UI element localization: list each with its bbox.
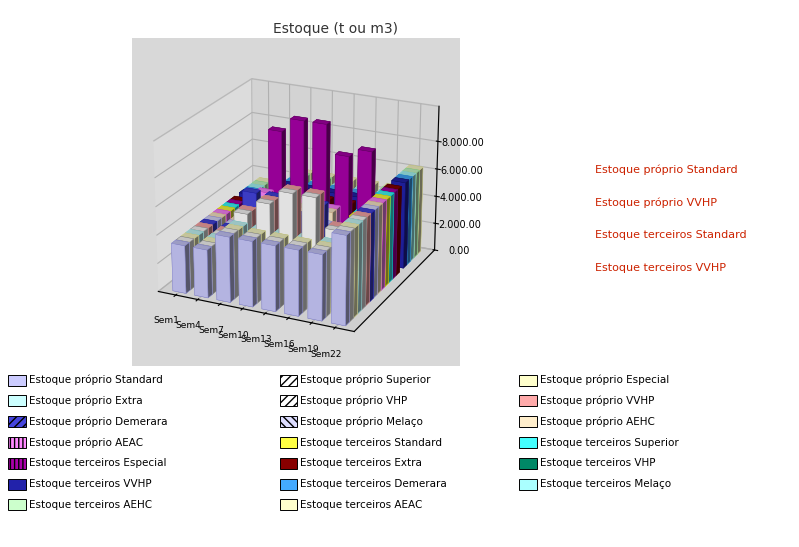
Text: Estoque próprio Standard: Estoque próprio Standard xyxy=(29,375,162,386)
Text: Estoque próprio AEAC: Estoque próprio AEAC xyxy=(29,437,143,448)
Text: Estoque terceiros Superior: Estoque terceiros Superior xyxy=(540,438,679,447)
Text: Estoque terceiros Especial: Estoque terceiros Especial xyxy=(29,458,166,468)
Text: Estoque terceiros Demerara: Estoque terceiros Demerara xyxy=(300,479,447,489)
Text: Estoque próprio Especial: Estoque próprio Especial xyxy=(540,375,670,386)
Text: Estoque terceiros AEHC: Estoque terceiros AEHC xyxy=(29,500,152,510)
Text: Estoque próprio Demerara: Estoque próprio Demerara xyxy=(29,416,167,427)
Text: Estoque terceiros Extra: Estoque terceiros Extra xyxy=(300,458,423,468)
Text: Estoque próprio Melaço: Estoque próprio Melaço xyxy=(300,416,423,427)
Text: Estoque próprio Extra: Estoque próprio Extra xyxy=(29,395,142,406)
Text: Estoque próprio AEHC: Estoque próprio AEHC xyxy=(540,416,655,427)
Text: Estoque próprio VHP: Estoque próprio VHP xyxy=(300,395,407,406)
Text: Estoque terceiros VVHP: Estoque terceiros VVHP xyxy=(595,263,726,273)
Text: Estoque próprio VVHP: Estoque próprio VVHP xyxy=(595,197,718,208)
Text: Estoque próprio Standard: Estoque próprio Standard xyxy=(595,164,738,175)
Text: Estoque terceiros AEAC: Estoque terceiros AEAC xyxy=(300,500,423,510)
Text: Estoque terceiros Melaço: Estoque terceiros Melaço xyxy=(540,479,671,489)
Text: Estoque terceiros VVHP: Estoque terceiros VVHP xyxy=(29,479,151,489)
Text: Estoque próprio Superior: Estoque próprio Superior xyxy=(300,375,431,386)
Text: Estoque próprio VVHP: Estoque próprio VVHP xyxy=(540,395,654,406)
Text: Estoque terceiros Standard: Estoque terceiros Standard xyxy=(595,230,747,240)
Text: Estoque (t ou m3): Estoque (t ou m3) xyxy=(273,22,398,36)
Text: Estoque terceiros VHP: Estoque terceiros VHP xyxy=(540,458,656,468)
Text: Estoque terceiros Standard: Estoque terceiros Standard xyxy=(300,438,443,447)
